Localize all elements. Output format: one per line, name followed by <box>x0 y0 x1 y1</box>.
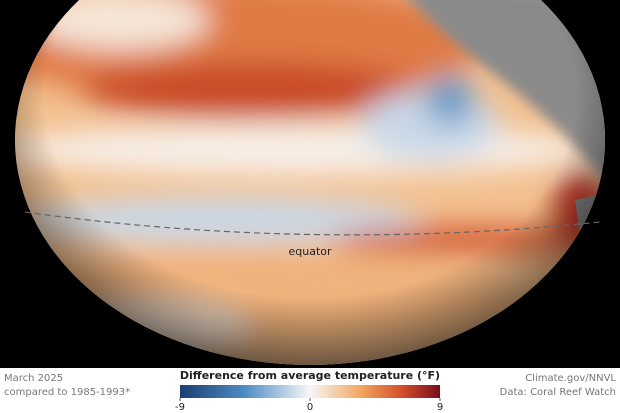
baseline: compared to 1985-1993* <box>4 387 130 398</box>
colorbar-tick-label: 9 <box>437 402 443 413</box>
colorbar <box>180 385 440 398</box>
equator-label: equator <box>288 245 332 258</box>
legend-title: Difference from average temperature (°F) <box>180 369 440 382</box>
source: Data: Coral Reef Watch <box>500 387 616 398</box>
date: March 2025 <box>4 373 63 384</box>
colorbar-tick-label: -9 <box>175 402 185 413</box>
equator-line <box>24 211 601 236</box>
colorbar-tick-label: 0 <box>307 402 313 413</box>
credit: Climate.gov/NNVL <box>525 373 616 384</box>
